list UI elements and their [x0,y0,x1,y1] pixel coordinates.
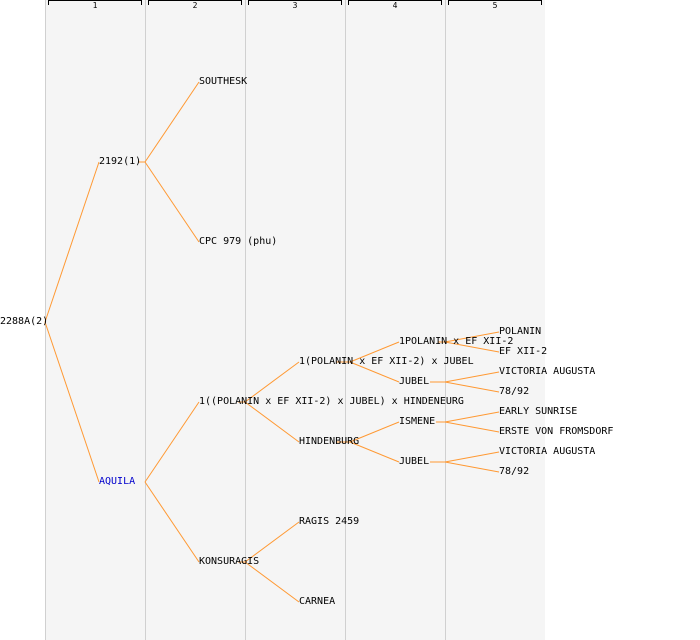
generation-divider [145,0,146,640]
generation-header-1: 1 [48,0,142,11]
pedigree-link [349,441,400,463]
generation-1-band [45,0,145,640]
generation-4-band [345,0,445,640]
node-gen5-4[interactable]: 78/92 [499,386,530,397]
pedigree-link [244,521,300,563]
generation-header-3: 3 [248,0,342,11]
pedigree-link [349,341,400,363]
node-sire-sire[interactable]: SOUTHESK [199,76,248,87]
pedigree-link [349,421,400,443]
generation-header-2: 2 [148,0,242,11]
generation-number: 1 [92,1,98,10]
node-dam[interactable]: AQUILA [99,476,136,487]
pedigree-link [44,321,100,483]
node-dam-sire-dam-sire[interactable]: ISMENE [399,416,436,427]
generation-number: 2 [192,1,198,10]
generation-header-4: 4 [348,0,442,11]
generation-header-5: 5 [448,0,542,11]
pedigree-link [444,341,500,353]
node-dam-sire-dam[interactable]: HINDENBURG [299,436,360,447]
node-dam-sire[interactable]: 1((POLANIN x EF XII-2) x JUBEL) x HINDEN… [199,396,464,407]
generation-5-band [445,0,545,640]
pedigree-link [444,381,500,393]
pedigree-link [444,421,500,433]
node-sire[interactable]: 2192(1) [99,156,142,167]
generation-number: 5 [492,1,498,10]
pedigree-link [144,401,200,483]
generation-divider [345,0,346,640]
pedigree-link [44,161,100,323]
node-dam-sire-sire[interactable]: 1(POLANIN x EF XII-2) x JUBEL [299,356,474,367]
generation-2-band [145,0,245,640]
pedigree-link [444,371,500,383]
pedigree-link [444,461,500,473]
node-dam-dam[interactable]: KONSURAGIS [199,556,260,567]
node-root[interactable]: 2288A(2) [0,316,49,327]
node-gen5-8[interactable]: 78/92 [499,466,530,477]
generation-number: 4 [392,1,398,10]
node-dam-sire-dam-dam[interactable]: JUBEL [399,456,430,467]
node-dam-sire-sire-dam[interactable]: JUBEL [399,376,430,387]
pedigree-link [144,161,200,243]
pedigree-link [244,401,300,443]
node-gen5-1[interactable]: POLANIN [499,326,542,337]
generation-divider [245,0,246,640]
pedigree-link [144,81,200,163]
node-gen5-5[interactable]: EARLY SUNRISE [499,406,578,417]
node-gen5-7[interactable]: VICTORIA AUGUSTA [499,446,596,457]
pedigree-link [244,561,300,603]
pedigree-link [444,411,500,423]
pedigree-link [244,361,300,403]
node-gen5-2[interactable]: EF XII-2 [499,346,548,357]
node-gen5-3[interactable]: VICTORIA AUGUSTA [499,366,596,377]
generation-divider [445,0,446,640]
generation-3-band [245,0,345,640]
node-gen5-6[interactable]: ERSTE VON FROMSDORF [499,426,614,437]
node-dam-dam-sire[interactable]: RAGIS 2459 [299,516,360,527]
generation-number: 3 [292,1,298,10]
pedigree-link [444,331,500,343]
node-dam-sire-sire-sire[interactable]: 1POLANIN x EF XII-2 [399,336,514,347]
node-sire-dam[interactable]: CPC 979 (phu) [199,236,278,247]
pedigree-link [444,451,500,463]
pedigree-link [144,481,200,563]
pedigree-link [349,361,400,383]
node-dam-dam-dam[interactable]: CARNEA [299,596,336,607]
